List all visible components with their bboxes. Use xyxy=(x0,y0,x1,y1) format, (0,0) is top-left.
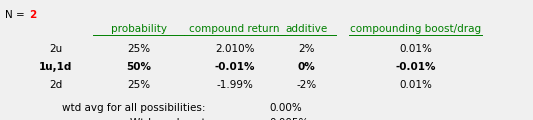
Text: 2: 2 xyxy=(29,10,37,20)
Text: 25%: 25% xyxy=(127,80,150,90)
Text: additive: additive xyxy=(285,24,328,34)
Text: 2.010%: 2.010% xyxy=(215,44,254,54)
Text: 25%: 25% xyxy=(127,44,150,54)
Text: wtd avg for all possibilities:: wtd avg for all possibilities: xyxy=(62,103,205,113)
Text: -2%: -2% xyxy=(296,80,317,90)
Text: 2u: 2u xyxy=(50,44,62,54)
Text: compounding boost/drag: compounding boost/drag xyxy=(350,24,481,34)
Text: 50%: 50% xyxy=(126,62,151,72)
Text: 0.005%: 0.005% xyxy=(269,118,309,120)
Text: -0.01%: -0.01% xyxy=(214,62,255,72)
Text: probability: probability xyxy=(110,24,167,34)
Text: N =: N = xyxy=(5,10,25,20)
Text: 2d: 2d xyxy=(50,80,62,90)
Text: Wtd avg boost: Wtd avg boost xyxy=(130,118,205,120)
Text: 1u,1d: 1u,1d xyxy=(39,62,72,72)
Text: 0.01%: 0.01% xyxy=(399,80,432,90)
Text: compound return: compound return xyxy=(189,24,280,34)
Text: 0.01%: 0.01% xyxy=(399,44,432,54)
Text: 0%: 0% xyxy=(297,62,316,72)
Text: 2%: 2% xyxy=(298,44,314,54)
Text: -0.01%: -0.01% xyxy=(395,62,436,72)
Text: -1.99%: -1.99% xyxy=(216,80,253,90)
Text: 0.00%: 0.00% xyxy=(269,103,302,113)
